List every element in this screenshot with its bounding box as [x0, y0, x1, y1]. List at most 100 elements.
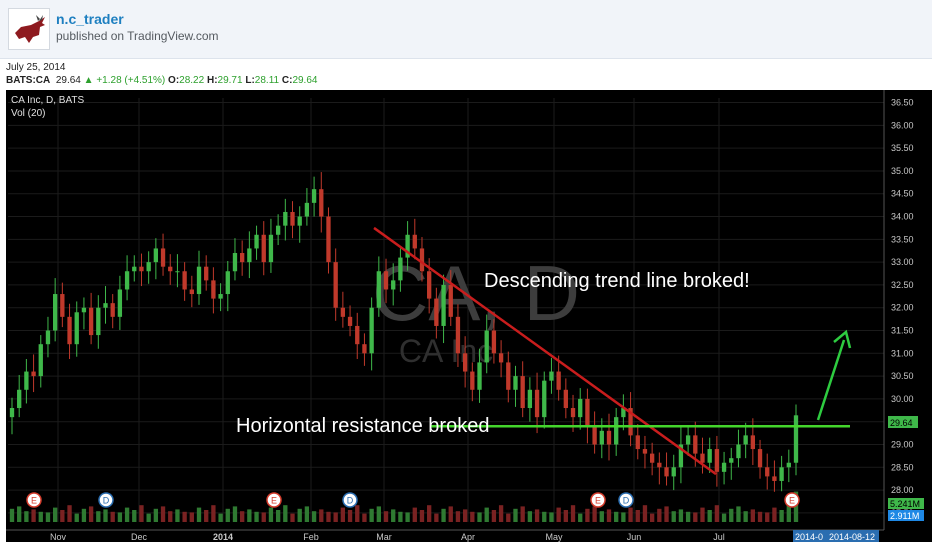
candle-body	[45, 330, 51, 345]
volume-bar	[556, 507, 561, 522]
candle-body	[455, 316, 461, 354]
candle-body	[340, 307, 346, 317]
volume-bar	[38, 511, 43, 522]
quote-high: 29.71	[217, 75, 243, 86]
candle-body	[520, 376, 525, 409]
earnings-marker-icon	[266, 492, 282, 508]
candle-body	[786, 462, 791, 468]
chart-area[interactable]: CA, D CA Inc Descending trend line broke…	[6, 90, 932, 542]
quote-last: 29.64	[55, 75, 81, 86]
candle-body	[182, 271, 187, 290]
candle-body	[527, 389, 533, 409]
y-tick-label: 28.00	[891, 485, 914, 495]
y-tick-label: 28.50	[891, 462, 914, 472]
candle-body	[570, 408, 576, 418]
candle-body	[700, 453, 705, 463]
volume-bar	[793, 491, 799, 522]
candle-body	[52, 294, 58, 331]
volume-bar	[218, 513, 223, 522]
y-tick-label: 36.50	[891, 98, 914, 108]
y-tick-label: 36.00	[891, 120, 914, 130]
bull-logo-avatar[interactable]	[8, 8, 50, 50]
low-label: L:	[245, 75, 255, 86]
candle-body	[88, 307, 94, 336]
candle-body	[319, 189, 324, 217]
volume-bar	[405, 512, 410, 522]
volume-bar	[225, 508, 230, 522]
candle-body	[448, 284, 453, 317]
volume-bar	[750, 509, 756, 522]
volume-bar	[24, 511, 29, 522]
volume-tags: 5.241M 2.911M	[888, 498, 924, 521]
candles	[9, 172, 799, 492]
volume-bar	[74, 513, 79, 522]
candle-body	[225, 271, 230, 295]
y-tick-label: 31.50	[891, 326, 914, 336]
volume-bar	[355, 505, 360, 522]
candle-body	[326, 216, 331, 263]
volume-bar	[204, 510, 209, 522]
event-marker-label: D	[623, 496, 630, 506]
volume-bar	[455, 511, 461, 522]
candle-body	[779, 467, 784, 481]
dividend-marker-icon	[618, 492, 634, 508]
up-arrow-icon: ▲	[83, 75, 94, 86]
last-price-label: 29.64	[890, 418, 913, 428]
volume-bar	[757, 511, 763, 522]
candle-body	[757, 449, 763, 468]
candle-body	[578, 398, 583, 418]
volume-bar	[362, 513, 367, 522]
candle-body	[160, 248, 166, 267]
volume-bar	[419, 510, 425, 522]
earnings-marker-icon	[784, 492, 800, 508]
candle-body	[671, 467, 676, 477]
candle-body	[369, 307, 374, 354]
candle-body	[549, 371, 554, 381]
volume-bar	[542, 511, 547, 522]
quote-open: 28.22	[179, 75, 205, 86]
candle-body	[391, 280, 396, 290]
time-axis[interactable]: Nov Dec 2014 Feb Mar Apr May Jun Jul	[6, 529, 884, 542]
volume-bar	[383, 511, 389, 522]
candle-body	[772, 476, 777, 481]
volume-bars	[9, 491, 799, 522]
volume-bar	[297, 508, 302, 522]
y-tick-label: 33.50	[891, 234, 914, 244]
x-tick-label: Feb	[303, 532, 319, 542]
resistance-annotation: Horizontal resistance broked	[236, 415, 489, 437]
candle-body	[542, 380, 547, 418]
volume-bar	[671, 511, 676, 522]
time-tag-left: 2014-0	[795, 532, 823, 542]
candle-body	[347, 316, 353, 326]
candle-body	[139, 266, 144, 272]
author-name[interactable]: n.c_trader	[56, 11, 124, 27]
volume-bar	[67, 505, 72, 522]
published-on-label: published on TradingView.com	[56, 29, 219, 43]
volume-bar	[635, 510, 640, 522]
volume-bar	[477, 512, 482, 522]
y-tick-label: 34.50	[891, 189, 914, 199]
candle-body	[628, 408, 633, 436]
volume-bar	[614, 511, 619, 522]
volume-bar	[700, 507, 705, 522]
candle-body	[110, 303, 115, 317]
x-tick-label: May	[545, 532, 563, 542]
candle-body	[657, 462, 662, 468]
x-tick-label: Nov	[50, 532, 67, 542]
candle-body	[693, 435, 698, 454]
candle-body	[355, 325, 360, 345]
price-chart[interactable]: CA, D CA Inc Descending trend line broke…	[6, 90, 932, 542]
publisher-header: n.c_trader published on TradingView.com	[0, 0, 932, 59]
volume-bar	[427, 505, 432, 522]
volume-bar	[470, 511, 475, 522]
candle-body	[333, 262, 338, 308]
candle-body	[290, 211, 295, 226]
legend-main: CA Inc, D, BATS	[11, 95, 84, 106]
high-label: H:	[206, 75, 218, 86]
candle-body	[729, 458, 734, 463]
price-axis[interactable]: 36.50 36.00 35.50 35.00 34.50 34.00 33.50 33.00…	[883, 90, 932, 530]
volume-bar	[462, 509, 468, 522]
candle-body	[132, 266, 137, 272]
event-marker-label: E	[31, 496, 37, 506]
